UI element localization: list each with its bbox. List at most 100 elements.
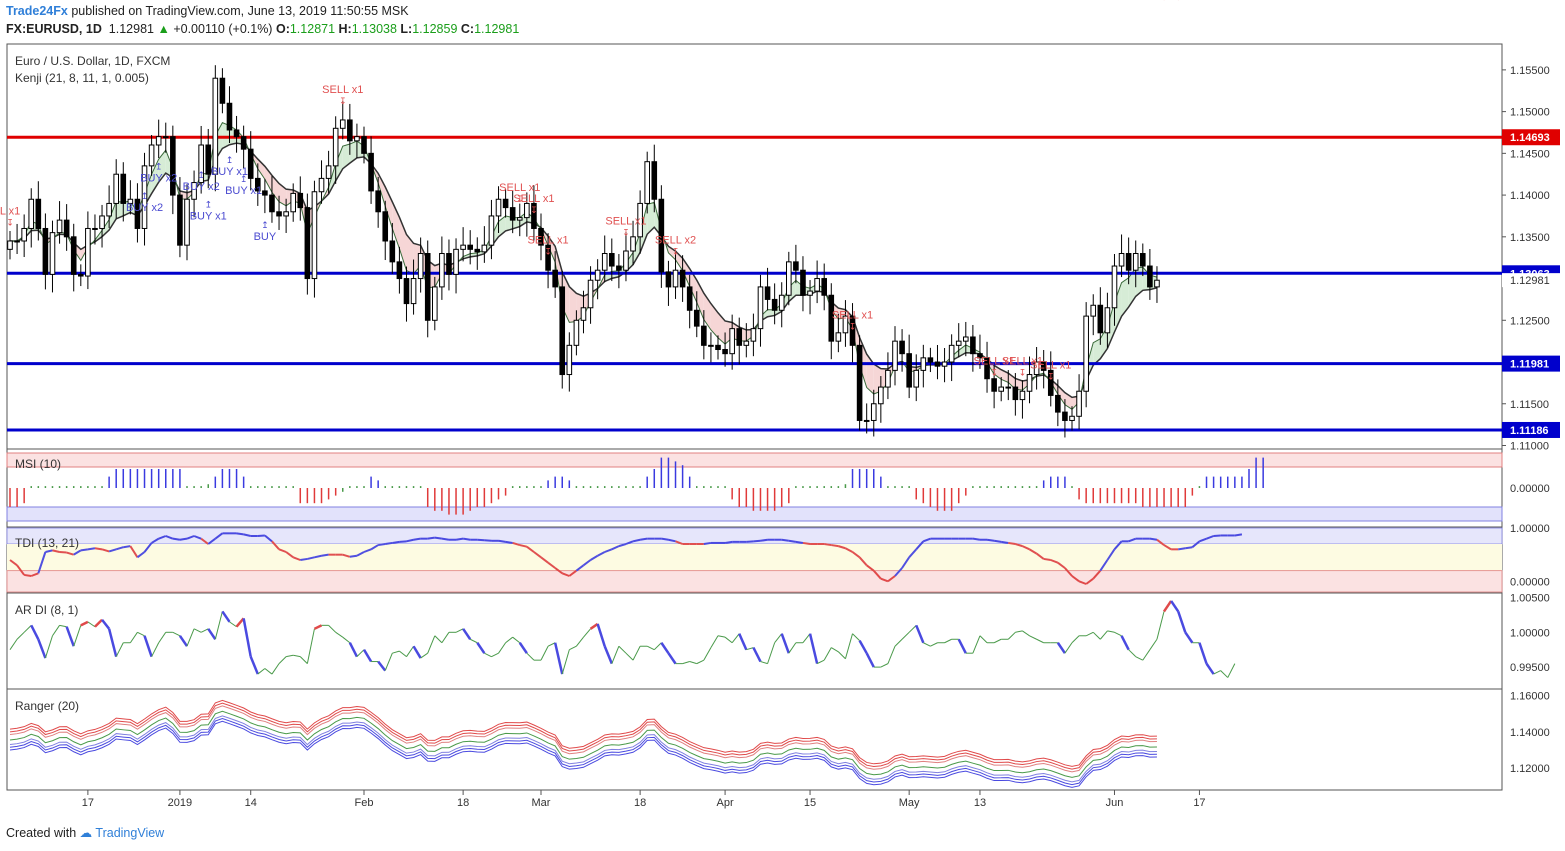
- tdi-line-segment: [1191, 540, 1201, 548]
- ardi-line-segment: [399, 650, 407, 658]
- candle-body: [368, 152, 374, 192]
- kenji-cloud-segment: [633, 232, 641, 265]
- ardi-line-segment: [1007, 631, 1016, 640]
- candle-body: [99, 215, 105, 229]
- candle-body: [970, 336, 976, 355]
- ardi-line-segment: [137, 631, 145, 637]
- tdi-line-segment: [1043, 557, 1051, 561]
- tdi-line-segment: [101, 548, 110, 553]
- publisher-name[interactable]: Trade24Fx: [6, 4, 68, 18]
- ardi-line-segment: [1036, 638, 1044, 644]
- tdi-line-segment: [625, 540, 634, 545]
- tdi-title: TDI (13, 21): [15, 536, 79, 550]
- ardi-line-segment: [731, 633, 740, 644]
- ardi-line-segment: [831, 647, 839, 653]
- close-label: C:: [460, 22, 475, 36]
- ardi-line-segment: [972, 635, 981, 654]
- candle-body: [21, 227, 27, 242]
- candle-body: [587, 279, 594, 309]
- tdi-line-segment: [370, 544, 379, 551]
- ardi-line-segment: [462, 628, 472, 640]
- kenji-cloud-segment: [668, 246, 676, 260]
- tdi-line-segment: [1106, 548, 1116, 561]
- x-tick-label: 18: [634, 797, 646, 809]
- candle-body: [948, 344, 955, 363]
- sell-signal-label: SELL x1: [832, 310, 873, 322]
- candle-body: [474, 248, 481, 253]
- sell-signal-label: SELL x1: [322, 84, 363, 96]
- tdi-line-segment: [1213, 534, 1221, 537]
- tdi-line-segment: [455, 537, 464, 541]
- ardi-line-segment: [1149, 638, 1158, 650]
- candle-body: [339, 119, 346, 129]
- candle-body: [155, 136, 162, 146]
- ardi-line-segment: [65, 626, 75, 647]
- kenji-cloud-segment: [569, 286, 577, 323]
- ardi-line-segment: [682, 661, 690, 665]
- tdi-line-segment: [59, 551, 67, 554]
- kenji-cloud-segment: [675, 251, 683, 271]
- tdi-line-segment: [214, 532, 224, 540]
- ardi-line-segment: [689, 661, 697, 665]
- candle-body: [729, 328, 735, 355]
- ardi-line-segment: [760, 661, 768, 665]
- msi-title: MSI (10): [15, 457, 61, 471]
- tdi-line-segment: [1199, 537, 1207, 543]
- tdi-line-segment: [1234, 533, 1243, 537]
- candle-body: [637, 202, 643, 238]
- x-tick-label: Feb: [355, 797, 374, 809]
- candle-body: [778, 294, 785, 311]
- tdi-line-segment: [894, 567, 903, 577]
- candle-body: [878, 386, 884, 405]
- candle-body: [1069, 415, 1075, 421]
- ardi-line-segment: [1071, 635, 1080, 644]
- tdi-line-segment: [115, 546, 124, 551]
- tdi-line-segment: [575, 564, 585, 572]
- candle-body: [991, 378, 997, 392]
- ardi-line-segment: [738, 633, 748, 651]
- tdi-line-segment: [908, 548, 917, 558]
- candle-body: [92, 227, 98, 230]
- close-value: 1.12981: [474, 22, 520, 36]
- tdi-line-segment: [675, 540, 683, 545]
- tdi-line-segment: [87, 547, 96, 551]
- ardi-line-segment: [313, 624, 323, 630]
- candle-body: [686, 286, 693, 311]
- ardi-line-segment: [335, 631, 344, 638]
- ardi-line-segment: [469, 638, 478, 644]
- tdi-line-segment: [477, 538, 485, 542]
- buy-signal-label: BUY x2: [126, 202, 163, 214]
- ardi-line-segment: [823, 647, 832, 661]
- tdi-line-segment: [1185, 546, 1193, 550]
- x-tick-label: 17: [82, 797, 94, 809]
- candle-body: [120, 173, 127, 204]
- ardi-line-segment: [1128, 649, 1137, 658]
- ardi-line-segment: [710, 635, 719, 648]
- ranger-y-tick: 1.14000: [1510, 727, 1550, 739]
- candle-body: [1111, 265, 1118, 309]
- ardi-line-segment: [561, 649, 570, 675]
- candle-body: [545, 244, 551, 271]
- tdi-line-segment: [802, 541, 811, 545]
- candle-body: [1090, 304, 1097, 317]
- tdi-line-segment: [858, 556, 868, 566]
- kenji-cloud-segment: [264, 166, 272, 193]
- ardi-line-segment: [667, 652, 677, 665]
- buy-arrow-icon: ↥: [261, 220, 269, 230]
- tdi-line-segment: [24, 573, 32, 577]
- x-tick-label: Apr: [717, 797, 734, 809]
- sell-arrow-icon: ↧: [530, 205, 538, 215]
- candle-body: [488, 215, 495, 246]
- tdi-line-segment: [1149, 537, 1158, 541]
- tdi-line-segment: [1008, 541, 1016, 545]
- tdi-line-segment: [73, 549, 82, 556]
- candle-body: [623, 250, 629, 271]
- kenji-cloud-segment: [718, 312, 726, 345]
- tdi-line-segment: [321, 553, 329, 557]
- ardi-y-tick: 1.00500: [1510, 592, 1550, 604]
- candle-body: [70, 236, 77, 275]
- ardi-line-segment: [646, 645, 655, 651]
- tdi-line-segment: [427, 536, 435, 540]
- tradingview-brand[interactable]: TradingView: [95, 826, 165, 840]
